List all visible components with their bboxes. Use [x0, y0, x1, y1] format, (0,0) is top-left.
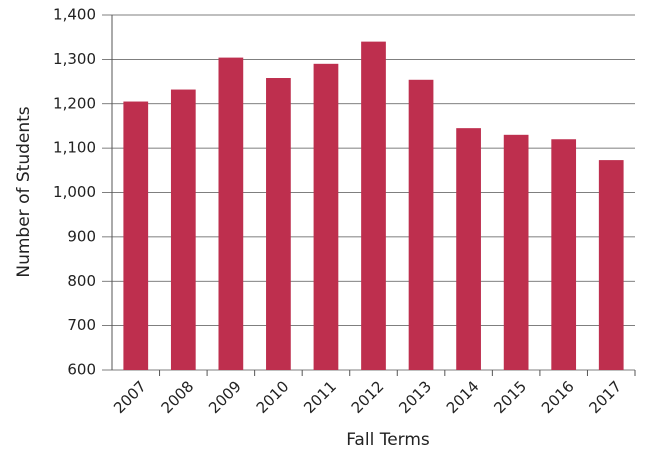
x-tick-label: 2009	[205, 377, 245, 417]
y-tick-label: 700	[67, 316, 96, 334]
bar	[408, 79, 434, 370]
bar	[313, 63, 339, 370]
x-axis-label: Fall Terms	[346, 430, 430, 450]
y-axis-label: Number of Students	[14, 106, 34, 277]
y-tick-label: 600	[67, 361, 96, 379]
x-tick-label: 2008	[158, 377, 198, 417]
x-tick-label: 2014	[443, 377, 483, 417]
y-tick-label: 800	[67, 272, 96, 290]
bar	[551, 139, 577, 370]
x-tick-label: 2010	[253, 377, 293, 417]
y-tick-label: 1,100	[53, 139, 96, 157]
x-tick-label: 2016	[538, 377, 578, 417]
bar	[598, 160, 624, 370]
x-tick-label: 2013	[395, 377, 435, 417]
bar	[218, 57, 244, 370]
x-tick-label: 2011	[300, 377, 340, 417]
x-tick-label: 2017	[586, 377, 626, 417]
y-tick-label: 1,300	[53, 50, 96, 68]
bar	[266, 78, 291, 370]
x-tick-label: 2012	[348, 377, 388, 417]
bar	[361, 41, 386, 370]
y-tick-label: 1,000	[53, 183, 96, 201]
bar	[123, 101, 149, 370]
bar	[170, 89, 196, 371]
bar	[456, 128, 481, 370]
x-tick-label: 2015	[490, 377, 530, 417]
y-tick-label: 1,200	[53, 94, 96, 112]
bar	[503, 134, 529, 370]
x-tick-label: 2007	[110, 377, 150, 417]
y-tick-label: 1,400	[53, 6, 96, 24]
y-tick-label: 900	[67, 227, 96, 245]
